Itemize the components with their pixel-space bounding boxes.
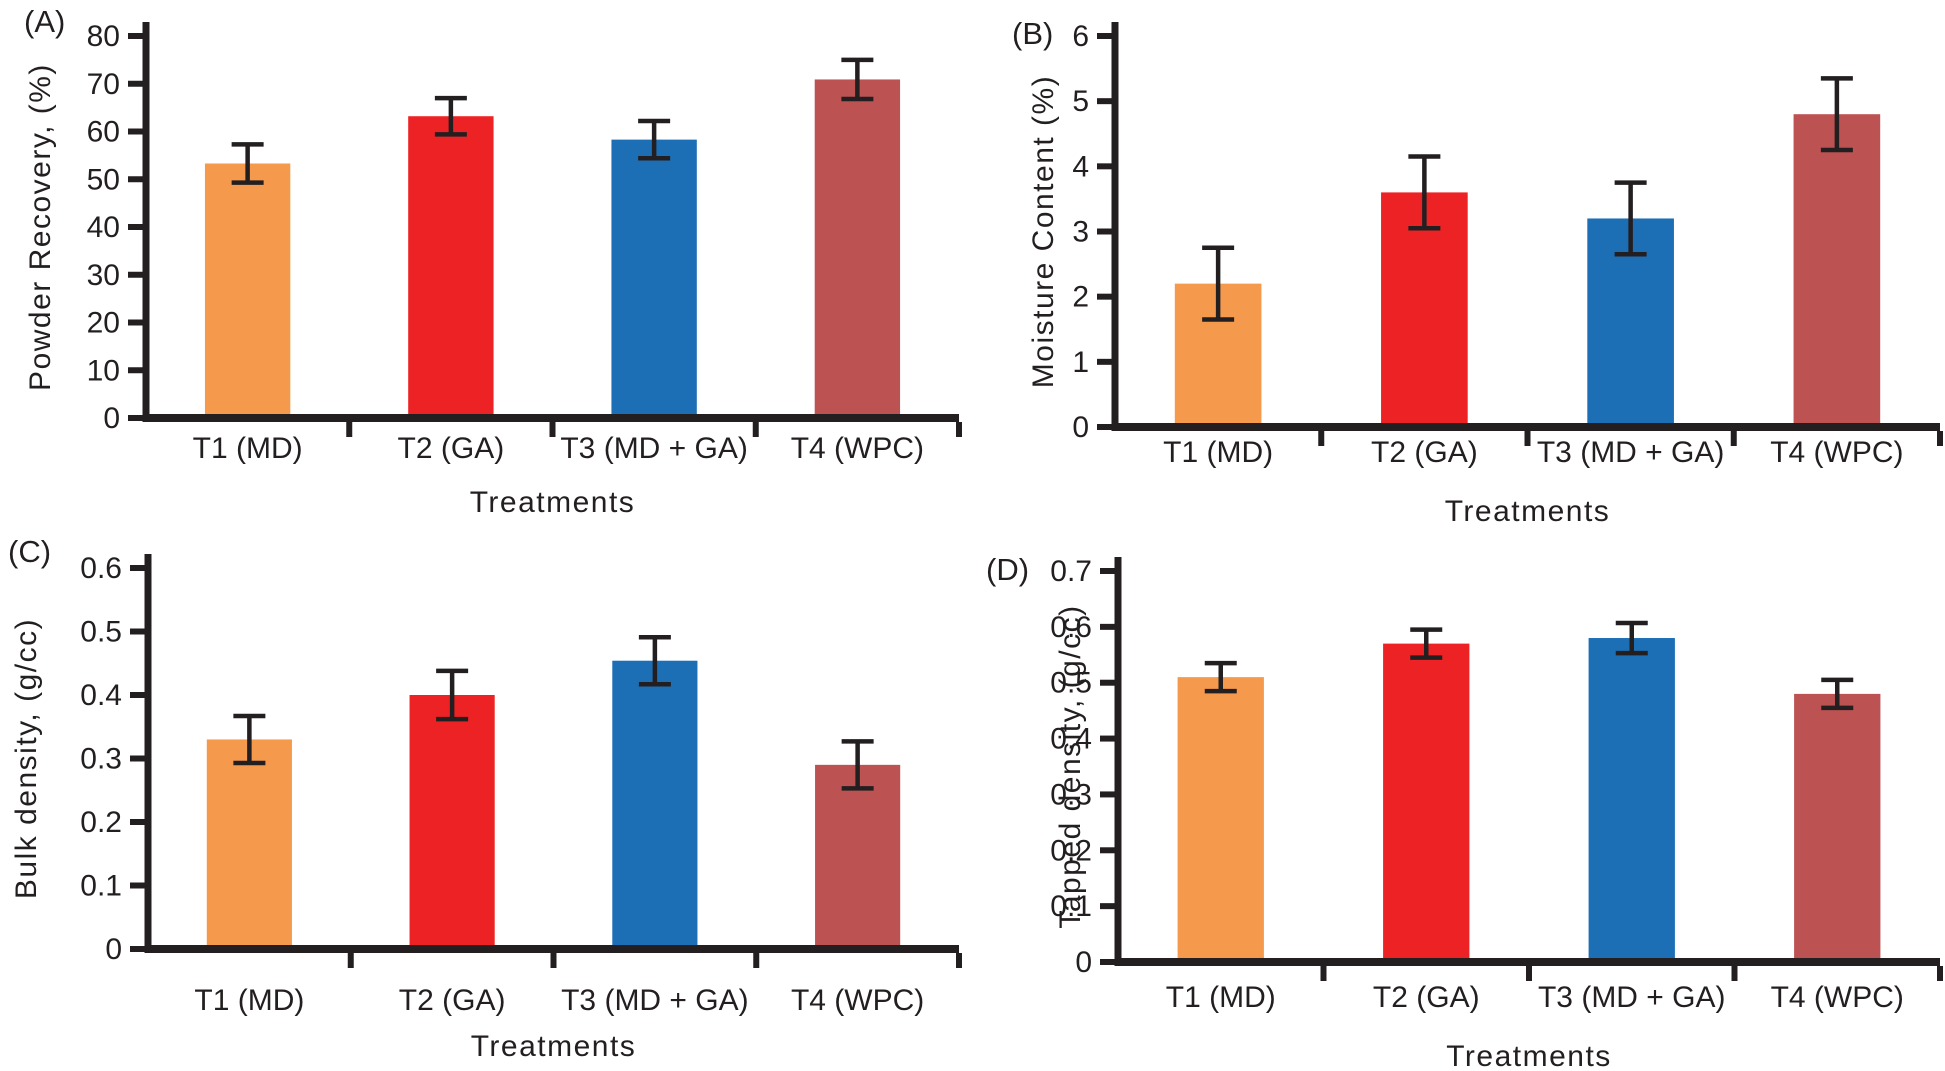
- bar-t2-ga: [1383, 643, 1470, 962]
- y-tick-label-0: 0: [105, 933, 122, 966]
- category-label-t4-wpc: T4 (WPC): [791, 984, 924, 1017]
- error-bar-t4-wpc: [841, 57, 874, 102]
- y-tick-label-3: 3: [1072, 216, 1089, 249]
- error-bar-t2-ga: [1410, 627, 1443, 660]
- y-tick-label-80: 80: [87, 20, 120, 53]
- panel-a-letter: (A): [24, 4, 65, 39]
- category-label-t2-ga: T2 (GA): [1371, 436, 1478, 469]
- y-axis-title: Moisture Content (%): [1027, 75, 1060, 388]
- bar-t4-wpc: [1793, 114, 1881, 427]
- category-label-t4-wpc: T4 (WPC): [1771, 981, 1904, 1014]
- error-bar-t1-md: [1204, 660, 1237, 694]
- y-tick-label-0.3: 0.3: [1050, 778, 1092, 811]
- category-label-t3-md-ga: T3 (MD + GA): [560, 432, 748, 465]
- panel-d-chart: 0 0.1 0.2 0.3 0.4 0.5 0.6 0.7 T1 (MD) T2 (GA) T3 (…: [1050, 555, 1943, 1071]
- y-tick-label-10: 10: [87, 354, 120, 387]
- category-label-t3-md-ga: T3 (MD + GA): [561, 984, 749, 1017]
- y-tick-label-4: 4: [1072, 150, 1089, 183]
- y-tick-label-0.1: 0.1: [1050, 890, 1092, 923]
- y-tick-label-0.5: 0.5: [1050, 667, 1092, 700]
- y-tick-label-0.1: 0.1: [80, 870, 122, 903]
- y-axis-title: Bulk density, (g/cc): [10, 618, 43, 899]
- error-bar-t2-ga: [436, 668, 469, 722]
- bar-t4-wpc: [815, 764, 901, 949]
- panel-a-chart: 0 10 20 30 40 50 60 70 80 T1 (MD) T2 (GA) T3 (MD + …: [24, 20, 962, 519]
- y-tick-label-0: 0: [1072, 411, 1089, 444]
- bar-t3-md-ga: [612, 660, 698, 949]
- y-tick-label-5: 5: [1072, 85, 1089, 118]
- panel-b-letter: (B): [1012, 16, 1053, 51]
- y-tick-label-0: 0: [103, 402, 120, 435]
- category-label-t3-md-ga: T3 (MD + GA): [1537, 436, 1725, 469]
- panel-c-letter: (C): [8, 534, 51, 569]
- category-label-t2-ga: T2 (GA): [399, 984, 506, 1017]
- panel-c-chart: 0 0.1 0.2 0.3 0.4 0.5 0.6 T1 (MD) T2 (GA) T3 (MD …: [10, 552, 962, 1063]
- y-tick-label-30: 30: [87, 259, 120, 292]
- error-bar-t3-md-ga: [638, 118, 671, 161]
- error-bar-t4-wpc: [841, 739, 874, 791]
- y-tick-label-0.4: 0.4: [1050, 723, 1092, 756]
- error-bar-t3-md-ga: [1614, 180, 1647, 257]
- error-bar-t2-ga: [434, 95, 467, 137]
- error-bar-t3-md-ga: [638, 634, 671, 687]
- x-axis-title: Treatments: [471, 1030, 637, 1063]
- category-label-t1-md: T1 (MD): [1163, 436, 1273, 469]
- y-tick-label-0: 0: [1075, 946, 1092, 979]
- bar-t2-ga: [1381, 192, 1468, 427]
- bar-t4-wpc: [814, 79, 901, 418]
- x-axis-title: Treatments: [1446, 1040, 1612, 1071]
- y-tick-label-1: 1: [1072, 346, 1089, 379]
- bar-t3-md-ga: [1588, 638, 1675, 962]
- bar-t1-md: [1177, 677, 1264, 962]
- bar-t2-ga: [408, 116, 494, 418]
- category-label-t1-md: T1 (MD): [194, 984, 304, 1017]
- panel-d-letter: (D): [986, 552, 1029, 587]
- category-label-t1-md: T1 (MD): [193, 432, 303, 465]
- y-tick-label-0.2: 0.2: [1050, 834, 1092, 867]
- category-label-t4-wpc: T4 (WPC): [1770, 436, 1903, 469]
- error-bar-t4-wpc: [1821, 677, 1854, 711]
- bar-t3-md-ga: [611, 139, 697, 418]
- y-axis-title: Powder Recovery, (%): [24, 63, 57, 391]
- y-tick-label-40: 40: [87, 211, 120, 244]
- y-tick-label-0.7: 0.7: [1050, 555, 1092, 588]
- error-bar-t1-md: [1202, 245, 1235, 322]
- y-tick-label-20: 20: [87, 307, 120, 340]
- x-axis-title: Treatments: [1445, 495, 1611, 528]
- error-bar-t4-wpc: [1820, 76, 1853, 153]
- y-tick-label-50: 50: [87, 163, 120, 196]
- bar-t1-md: [204, 163, 291, 418]
- category-label-t4-wpc: T4 (WPC): [791, 432, 924, 465]
- y-tick-label-0.3: 0.3: [80, 743, 122, 776]
- category-label-t2-ga: T2 (GA): [1373, 981, 1480, 1014]
- error-bar-t1-md: [233, 713, 266, 766]
- y-tick-label-0.6: 0.6: [80, 552, 122, 585]
- category-label-t2-ga: T2 (GA): [398, 432, 505, 465]
- category-label-t1-md: T1 (MD): [1166, 981, 1276, 1014]
- x-axis-title: Treatments: [470, 486, 636, 519]
- error-bar-t2-ga: [1408, 154, 1441, 231]
- error-bar-t1-md: [231, 142, 264, 185]
- y-tick-label-2: 2: [1072, 281, 1089, 314]
- bar-t2-ga: [409, 695, 495, 949]
- bar-t4-wpc: [1794, 693, 1881, 962]
- category-label-t3-md-ga: T3 (MD + GA): [1538, 981, 1726, 1014]
- y-tick-label-0.5: 0.5: [80, 616, 122, 649]
- bar-t1-md: [206, 739, 292, 949]
- y-tick-label-0.4: 0.4: [80, 679, 122, 712]
- y-axis-title: Tapped density, (g/cc): [1054, 604, 1087, 928]
- panel-b-chart: 0 1 2 3 4 5 6 T1 (MD) T2 (GA) T3 (MD + GA) T4 (WPC…: [1027, 20, 1943, 528]
- error-bar-t3-md-ga: [1615, 620, 1648, 656]
- y-tick-label-0.6: 0.6: [1050, 611, 1092, 644]
- y-tick-label-70: 70: [87, 68, 120, 101]
- y-tick-label-6: 6: [1072, 20, 1089, 53]
- y-tick-label-60: 60: [87, 116, 120, 149]
- y-tick-label-0.2: 0.2: [80, 806, 122, 839]
